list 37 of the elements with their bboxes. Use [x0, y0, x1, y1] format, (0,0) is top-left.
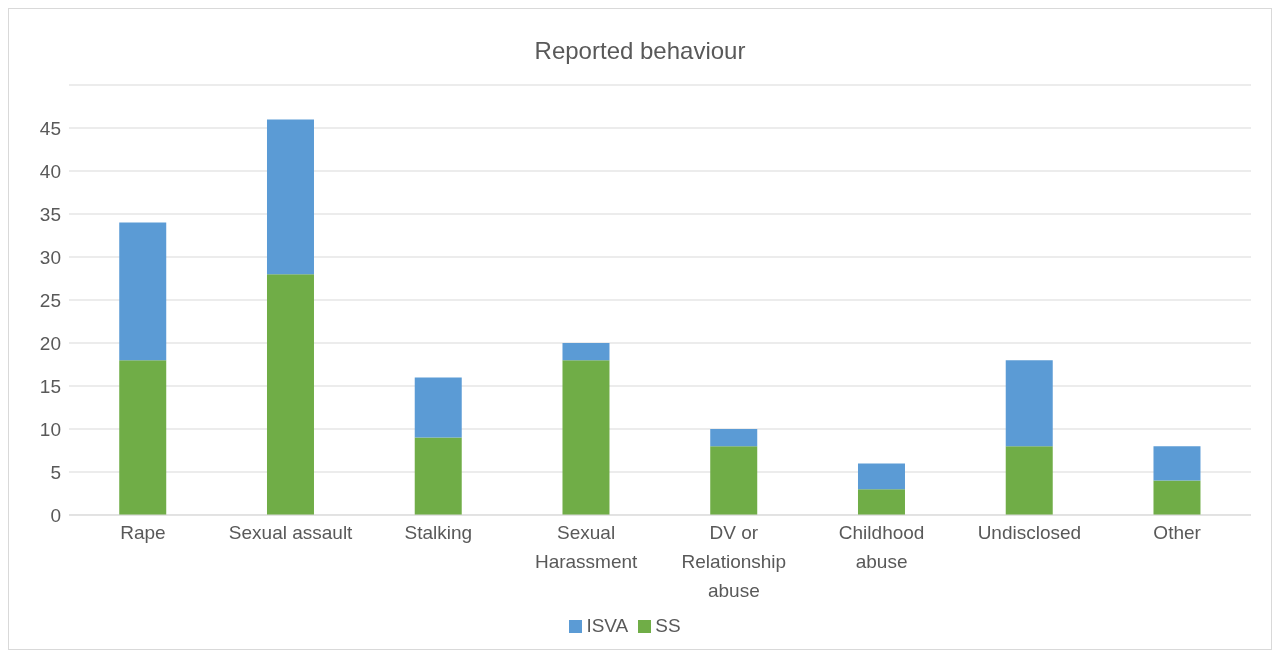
- bar: [266, 274, 314, 515]
- bar: [710, 446, 758, 515]
- bar: [1153, 480, 1201, 515]
- bar: [119, 222, 167, 361]
- x-tick-label: DV or Relationship abuse: [681, 522, 787, 601]
- bar: [1005, 360, 1053, 447]
- bar: [562, 360, 610, 515]
- y-tick-label: 5: [50, 461, 61, 483]
- y-tick-label: 40: [39, 160, 61, 182]
- y-tick-label: 20: [39, 332, 61, 354]
- y-tick-label: 15: [39, 375, 61, 397]
- legend-label: ISVA: [586, 615, 629, 636]
- bar: [1005, 446, 1053, 515]
- y-tick-label: 30: [39, 246, 61, 268]
- y-tick-label: 0: [50, 504, 61, 526]
- bar: [1153, 446, 1201, 481]
- chart-title: Reported behaviour: [533, 37, 747, 66]
- y-tick-label: 10: [39, 418, 61, 440]
- bar: [562, 343, 610, 361]
- bar: [414, 377, 462, 438]
- x-tick-label: Undisclosed: [977, 522, 1082, 543]
- x-tick-label: Stalking: [404, 522, 473, 543]
- y-tick-label: 45: [39, 117, 61, 139]
- x-tick-label: Sexual assault: [228, 522, 354, 543]
- bar: [710, 429, 758, 447]
- bar: [119, 360, 167, 515]
- x-tick-label: Childhood abuse: [838, 522, 925, 572]
- x-tick-label: Sexual Harassment: [534, 522, 639, 572]
- bar: [414, 437, 462, 515]
- x-tick-label: Other: [1153, 522, 1202, 543]
- bar: [857, 489, 905, 515]
- bar: [857, 463, 905, 490]
- y-tick-label: 25: [39, 289, 61, 311]
- bar: [266, 119, 314, 275]
- x-tick-label: Rape: [120, 522, 166, 543]
- legend-label: SS: [655, 615, 681, 636]
- y-tick-label: 35: [39, 203, 61, 225]
